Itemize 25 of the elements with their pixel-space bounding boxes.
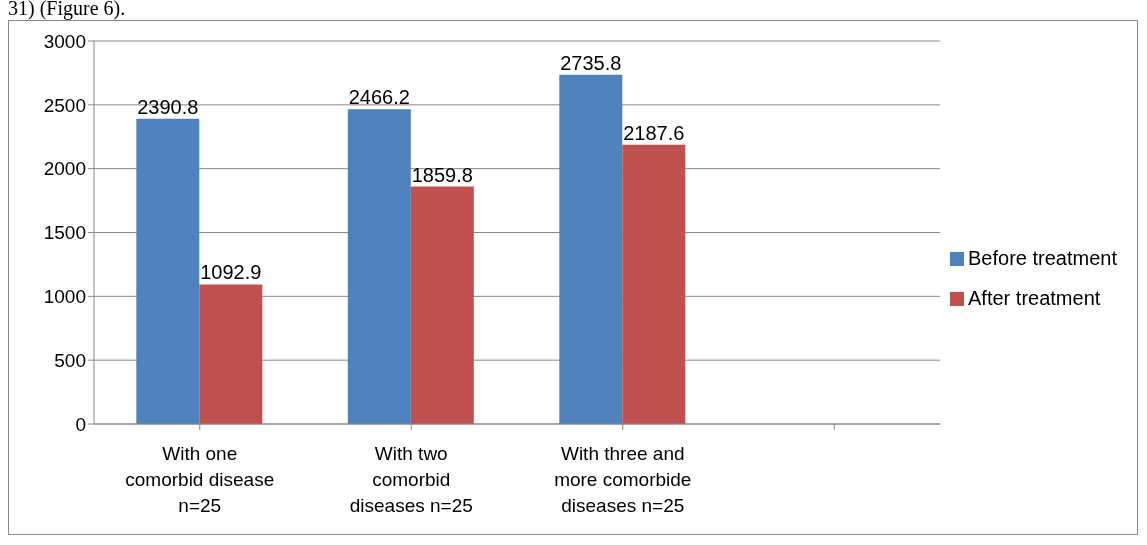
- data-label: 2187.6: [623, 121, 685, 144]
- y-tick-label: 3000: [43, 30, 86, 52]
- bar: [622, 144, 686, 424]
- data-label: 1092.9: [200, 261, 262, 284]
- bar: [347, 109, 411, 424]
- bar: [136, 118, 200, 424]
- y-tick-label: 0: [75, 413, 86, 435]
- data-label: 2466.2: [348, 86, 410, 109]
- text: 31) (Figure 6).: [8, 0, 126, 19]
- bar: [199, 284, 263, 424]
- data-label: 2735.8: [560, 51, 622, 74]
- data-label: 2390.8: [137, 95, 199, 118]
- y-tick-label: 2000: [43, 158, 86, 180]
- legend-label: After treatment: [968, 286, 1101, 309]
- legend-label: Before treatment: [968, 246, 1117, 269]
- x-tick-label: With one comorbid disease n=25: [125, 443, 275, 516]
- x-tick-label: With three and more comorbide diseases n=25: [554, 443, 692, 516]
- y-tick-label: 2500: [43, 94, 86, 116]
- y-tick-label: 1500: [43, 222, 86, 244]
- data-label: 1859.8: [411, 163, 473, 186]
- bar: [559, 74, 623, 424]
- y-tick-label: 500: [54, 349, 86, 371]
- x-tick-label: With two comorbid diseases n=25: [349, 443, 473, 516]
- bar: [410, 186, 474, 424]
- y-tick-label: 1000: [43, 286, 86, 308]
